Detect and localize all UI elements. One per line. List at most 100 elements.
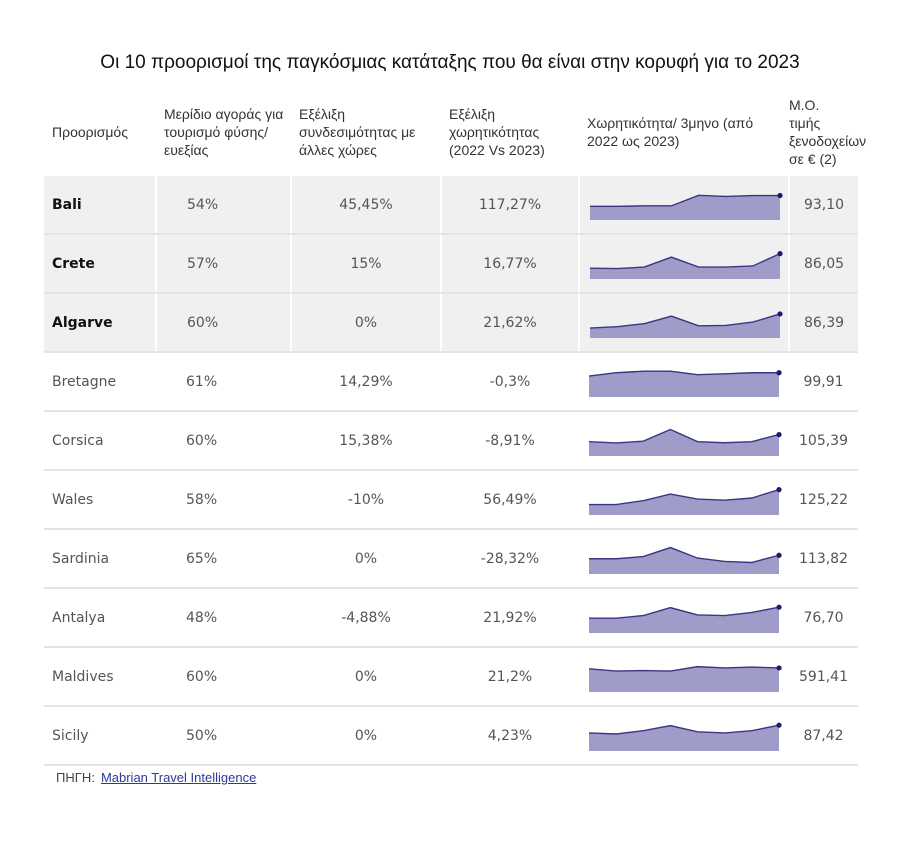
capacity-sparkline [589, 428, 782, 456]
destinations-table: Προορισμός Μερίδιο αγοράς για τουρισμό φ… [44, 88, 867, 766]
sparkline-end-point [776, 664, 782, 671]
header-destination: Προορισμός [52, 124, 128, 140]
cell-market-share: 48% [156, 588, 291, 648]
header-hotel-price: Μ.Ο. τιμής ξενοδοχείων σε € (2) [789, 97, 867, 167]
capacity-sparkline [590, 250, 783, 279]
header-capacity-quarterly: Χωρητικότητα/ 3μηνο (από 2022 ως 2023) [587, 115, 754, 149]
source-link[interactable]: Mabrian Travel Intelligence [100, 770, 257, 785]
sparkline-area [590, 253, 780, 279]
table-row: Antalya 48% -4,88% 21,92% 76,70 [44, 588, 858, 648]
sparkline-end-point [776, 604, 782, 610]
cell-hotel-price: 87,42 [789, 706, 858, 766]
cell-sparkline [579, 352, 789, 412]
table-row: Corsica 60% 15,38% -8,91% 105,39 [44, 411, 858, 471]
cell-capacity: 4,23% [441, 706, 579, 766]
sparkline-area [589, 666, 779, 692]
table-row: Crete 57% 15% 16,77% 86,05 [44, 234, 858, 294]
sparkline-area [590, 194, 780, 220]
cell-connectivity: 15,38% [291, 411, 441, 471]
cell-sparkline [579, 411, 789, 471]
sparkline-line [589, 665, 780, 672]
source-label: ΠΗΓΗ: [56, 770, 95, 785]
capacity-sparkline [589, 486, 782, 515]
cell-destination: Bali [44, 176, 157, 235]
sparkline-end-point [776, 722, 782, 728]
sparkline-line [589, 724, 780, 735]
capacity-sparkline [589, 369, 782, 397]
cell-hotel-price: 105,39 [789, 411, 858, 471]
cell-capacity: 56,49% [441, 470, 579, 530]
cell-hotel-price: 591,41 [789, 647, 858, 707]
cell-market-share: 60% [156, 293, 292, 353]
sparkline-area [590, 313, 780, 338]
sparkline-end-point [776, 431, 782, 437]
table-row: Bretagne 61% 14,29% -0,3% 99,91 [44, 352, 858, 412]
sparkline-line [589, 606, 780, 619]
cell-hotel-price: 86,05 [789, 234, 858, 294]
cell-sparkline [579, 588, 789, 648]
capacity-sparkline [589, 664, 782, 692]
cell-hotel-price: 93,10 [789, 176, 858, 235]
cell-connectivity: 45,45% [291, 176, 442, 235]
cell-hotel-price: 99,91 [789, 352, 858, 412]
sparkline-end-point [776, 369, 782, 375]
sparkline-line [590, 194, 780, 207]
page-title: Οι 10 προορισμοί της παγκόσμιας κατάταξη… [100, 52, 800, 73]
table-row: Sicily 50% 0% 4,23% 87,42 [44, 706, 858, 766]
table-row: Wales 58% -10% 56,49% 125,22 [44, 470, 858, 530]
table-row: Algarve 60% 0% 21,62% 86,39 [44, 293, 858, 353]
capacity-sparkline [590, 192, 783, 220]
table-header-row: Προορισμός Μερίδιο αγοράς για τουρισμό φ… [44, 88, 867, 176]
sparkline-end-point [776, 552, 782, 558]
cell-connectivity: -4,88% [291, 588, 441, 648]
sparkline-end-point [777, 310, 783, 317]
sparkline-line [590, 312, 781, 329]
sparkline-area [589, 370, 779, 397]
cell-capacity: -0,3% [441, 352, 579, 412]
cell-market-share: 57% [156, 234, 292, 294]
cell-hotel-price: 125,22 [789, 470, 858, 530]
cell-sparkline [579, 176, 790, 235]
table-body: Bali 54% 45,45% 117,27% 93,10 Crete 57% 15% 16,7… [44, 176, 858, 766]
sparkline-end-point [777, 250, 783, 256]
cell-sparkline [579, 234, 790, 294]
cell-destination: Antalya [44, 588, 156, 648]
capacity-sparkline [589, 604, 782, 633]
sparkline-area [589, 429, 779, 456]
cell-destination: Sardinia [44, 529, 156, 589]
sparkline-line [589, 546, 780, 563]
cell-destination: Algarve [44, 293, 157, 353]
cell-destination: Maldives [44, 647, 156, 707]
cell-connectivity: 14,29% [291, 352, 441, 412]
cell-hotel-price: 86,39 [789, 293, 858, 353]
cell-destination: Wales [44, 470, 156, 530]
cell-sparkline [579, 529, 789, 589]
cell-hotel-price: 113,82 [789, 529, 858, 589]
header-market-share: Μερίδιο αγοράς για τουρισμό φύσης/ευεξία… [164, 106, 284, 158]
cell-destination: Crete [44, 234, 157, 294]
capacity-sparkline [589, 722, 782, 751]
table-row: Bali 54% 45,45% 117,27% 93,10 [44, 176, 858, 235]
table-row: Sardinia 65% 0% -28,32% 113,82 [44, 529, 858, 589]
cell-market-share: 60% [156, 411, 291, 471]
capacity-sparkline [590, 310, 783, 338]
header-capacity: Εξέλιξη χωρητικότητας (2022 Vs 2023) [449, 106, 545, 158]
sparkline-area [589, 547, 779, 574]
sparkline-area [589, 606, 779, 633]
cell-capacity: -8,91% [441, 411, 579, 471]
header-connectivity: Εξέλιξη συνδεσιμότητας με άλλες χώρες [299, 106, 416, 158]
cell-market-share: 58% [156, 470, 291, 530]
cell-connectivity: 0% [291, 293, 442, 353]
cell-connectivity: 0% [291, 706, 441, 766]
capacity-sparkline [589, 546, 782, 574]
cell-market-share: 54% [156, 176, 292, 235]
cell-market-share: 61% [156, 352, 291, 412]
sparkline-line [589, 369, 779, 377]
cell-capacity: 117,27% [441, 176, 580, 235]
cell-market-share: 65% [156, 529, 291, 589]
sparkline-line [589, 428, 780, 444]
sparkline-area [589, 489, 779, 515]
cell-destination: Bretagne [44, 352, 156, 412]
cell-capacity: -28,32% [441, 529, 579, 589]
cell-connectivity: 15% [291, 234, 442, 294]
